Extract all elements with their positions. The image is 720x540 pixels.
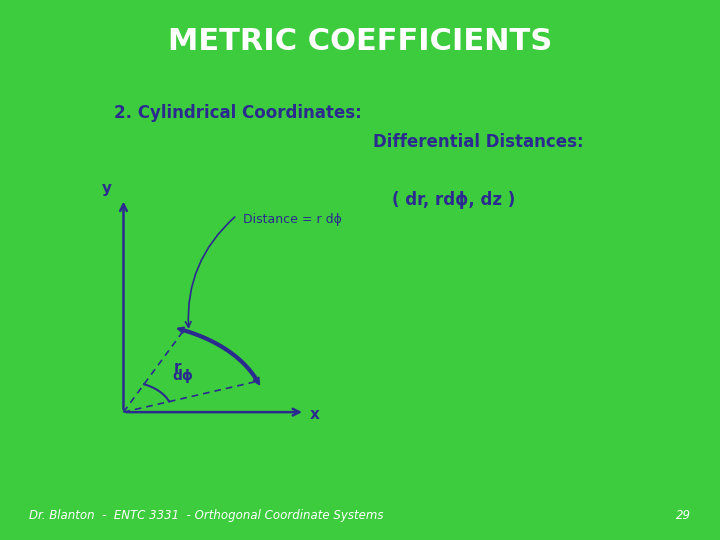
Text: ( dr, rdϕ, dz ): ( dr, rdϕ, dz ) <box>392 191 516 208</box>
Text: Distance = r dϕ: Distance = r dϕ <box>243 213 342 226</box>
Text: METRIC COEFFICIENTS: METRIC COEFFICIENTS <box>168 28 552 56</box>
Text: x: x <box>310 407 320 422</box>
Text: y: y <box>102 181 112 196</box>
Text: 29: 29 <box>676 509 691 522</box>
FancyBboxPatch shape <box>4 8 716 76</box>
Text: dϕ: dϕ <box>173 369 194 383</box>
Text: Differential Distances:: Differential Distances: <box>373 133 584 151</box>
Text: Dr. Blanton  -  ENTC 3331  - Orthogonal Coordinate Systems: Dr. Blanton - ENTC 3331 - Orthogonal Coo… <box>29 509 383 522</box>
Text: 2. Cylindrical Coordinates:: 2. Cylindrical Coordinates: <box>114 104 361 123</box>
Text: r: r <box>174 360 181 375</box>
